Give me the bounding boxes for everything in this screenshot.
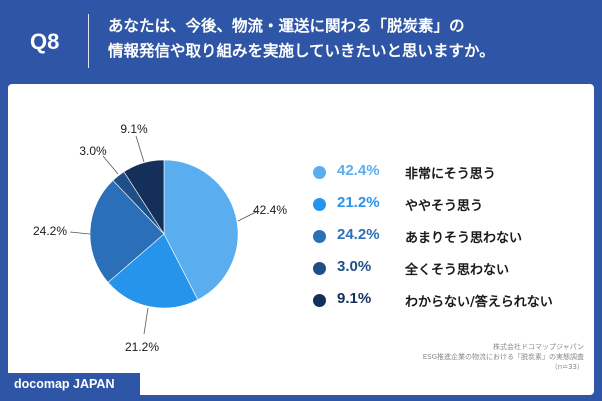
- leader-line-1: [237, 210, 259, 222]
- data-label-5: 9.1%: [120, 122, 148, 136]
- legend-swatch-3: [313, 230, 326, 243]
- leader-line-5: [135, 135, 145, 163]
- legend-swatch-5: [313, 294, 326, 307]
- source-note: 株式会社ドコマップジャパン ESG推進企業の物流における「脱炭素」の実態調査 （…: [423, 342, 584, 372]
- header-divider: [88, 14, 89, 68]
- source-line-3: （n=33）: [550, 363, 584, 371]
- chart-panel: 42.4% 21.2% 24.2% 3.0% 9.1% 42.4% 非常にそう思う 21.2…: [8, 84, 594, 395]
- legend-percent-5: 9.1%: [337, 290, 372, 307]
- source-line-2: ESG推進企業の物流における「脱炭素」の実態調査: [422, 353, 584, 361]
- pie-slice-2: [107, 233, 199, 309]
- legend-label-4: 全くそう思わない: [405, 263, 510, 278]
- question-title-line-2: 情報発信や取り組みを実施していきたいと思いますか。: [108, 42, 495, 60]
- data-label-1: 42.4%: [253, 203, 287, 217]
- legend: 42.4% 非常にそう思う 21.2% ややそう思う 24.2% あまりそう思わない 3.0…: [313, 162, 593, 322]
- source-line-1: 株式会社ドコマップジャパン: [493, 343, 584, 351]
- pie-chart: 42.4% 21.2% 24.2% 3.0% 9.1%: [33, 122, 287, 354]
- legend-percent-4: 3.0%: [337, 258, 372, 275]
- legend-item-4: 3.0% 全くそう思わない: [313, 258, 593, 290]
- legend-swatch-4: [313, 262, 326, 275]
- leader-line-3: [69, 231, 91, 235]
- brand-label: docomap JAPAN: [8, 373, 140, 395]
- data-label-3: 24.2%: [33, 224, 67, 238]
- legend-percent-3: 24.2%: [337, 226, 380, 243]
- legend-item-2: 21.2% ややそう思う: [313, 194, 593, 226]
- leader-line-2: [143, 307, 149, 335]
- pie-slice-5: [123, 159, 165, 236]
- legend-item-1: 42.4% 非常にそう思う: [313, 162, 593, 194]
- legend-percent-1: 42.4%: [337, 162, 380, 179]
- legend-label-1: 非常にそう思う: [405, 167, 496, 182]
- data-label-4: 3.0%: [79, 144, 107, 158]
- legend-label-2: ややそう思う: [405, 199, 484, 214]
- header: Q8 あなたは、今後、物流・運送に関わる「脱炭素」の 情報発信や取り組みを実施し…: [0, 0, 602, 80]
- pie-slice-1: [163, 159, 239, 301]
- legend-percent-2: 21.2%: [337, 194, 380, 211]
- legend-swatch-1: [313, 166, 326, 179]
- question-number: Q8: [30, 29, 60, 54]
- pie-slice-3: [89, 179, 165, 283]
- legend-label-3: あまりそう思わない: [405, 231, 523, 246]
- question-title: あなたは、今後、物流・運送に関わる「脱炭素」の 情報発信や取り組みを実施していき…: [108, 14, 578, 64]
- legend-item-5: 9.1% わからない/答えられない: [313, 290, 593, 322]
- leader-line-4: [102, 155, 119, 175]
- data-label-2: 21.2%: [125, 340, 159, 354]
- legend-swatch-2: [313, 198, 326, 211]
- legend-label-5: わからない/答えられない: [405, 295, 553, 310]
- legend-item-3: 24.2% あまりそう思わない: [313, 226, 593, 258]
- question-title-line-1: あなたは、今後、物流・運送に関わる「脱炭素」の: [108, 17, 465, 35]
